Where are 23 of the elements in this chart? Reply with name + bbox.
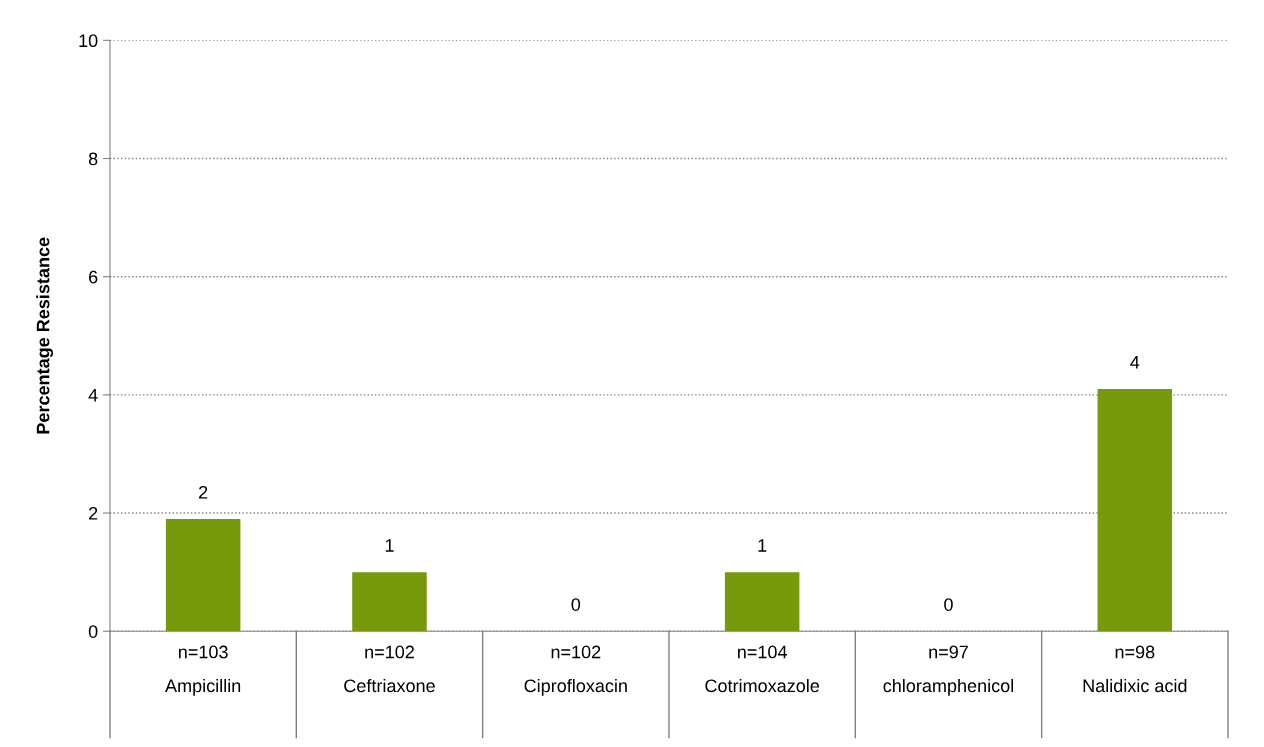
data-label: 1 (758, 539, 767, 552)
y-tick-label: 4 (88, 388, 98, 402)
x-tick-label: n=98 Nalidixic acid (1083, 645, 1187, 693)
data-label: 0 (571, 598, 581, 611)
y-tick-label: 10 (79, 34, 98, 48)
bar (165, 518, 241, 632)
data-label: 2 (199, 485, 208, 499)
data-label: 0 (944, 598, 953, 611)
y-tick-label: 8 (88, 152, 98, 166)
x-tick-label: n=103 Ampicillin (165, 645, 241, 696)
y-tick-label: 6 (89, 270, 98, 284)
data-label: 4 (1130, 356, 1140, 369)
bar (352, 572, 427, 632)
y-axis-title: Percentage Resistance (36, 237, 54, 434)
x-tick-label: n=97 chloramphenicol (883, 645, 1014, 696)
x-tick-label: n=104 Cotrimoxazole (705, 645, 820, 693)
bar (724, 572, 800, 632)
x-tick-label: n=102 Ceftriaxone (344, 645, 435, 693)
y-tick-label: 0 (88, 625, 98, 638)
data-label: 1 (385, 539, 394, 552)
bar (1097, 388, 1173, 632)
x-tick-label: n=102 Ciprofloxacin (524, 645, 627, 696)
y-tick-label: 2 (89, 506, 98, 520)
